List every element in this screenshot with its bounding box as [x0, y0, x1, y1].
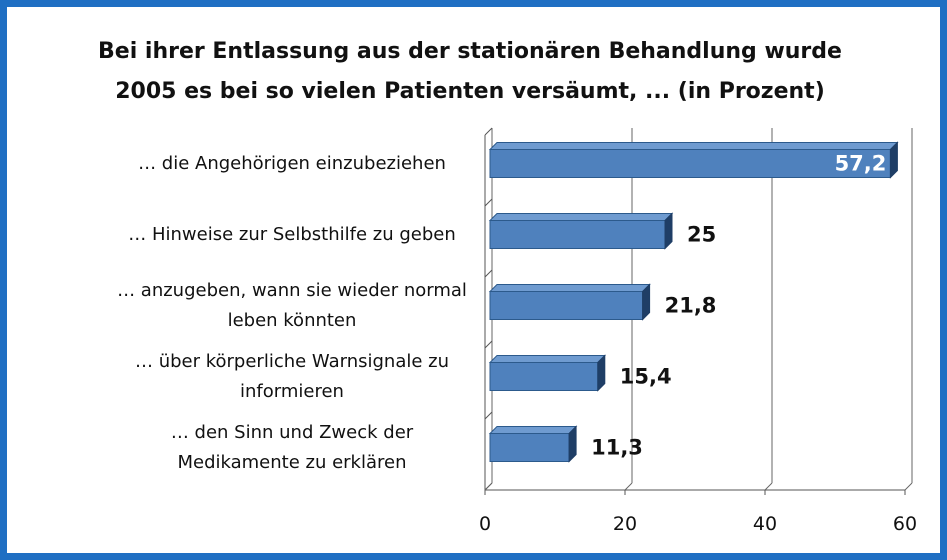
bar-side: [597, 354, 606, 392]
tick-mark: [484, 127, 493, 136]
bar-top: [488, 284, 651, 292]
y-tick-label: … den Sinn und Zweck der Medikamente zu …: [170, 421, 414, 473]
grid-line: [764, 482, 773, 491]
bar-side: [889, 141, 898, 179]
bar-side: [664, 212, 673, 250]
data-label: 25: [687, 223, 716, 247]
data-label: 21,8: [665, 294, 717, 318]
bar-side: [642, 283, 651, 321]
data-label: 57,2: [835, 152, 887, 176]
y-tick-label: … über körperliche Warnsignale zu inform…: [134, 350, 449, 402]
bar: [489, 291, 644, 320]
x-tick-label: 60: [893, 513, 917, 535]
data-label: 15,4: [620, 365, 672, 389]
bar-top: [488, 355, 607, 363]
y-tick-label: … die Angehörigen einzubeziehen: [138, 152, 446, 174]
tick-mark: [484, 198, 493, 207]
y-tick-label: … anzugeben, wann sie wieder normal lebe…: [117, 279, 467, 331]
y-tick-label: … Hinweise zur Selbsthilfe zu geben: [128, 223, 456, 245]
bar: [489, 220, 666, 249]
chart-title: Bei ihrer Entlassung aus der stationären…: [98, 39, 842, 104]
tick-mark: [484, 411, 493, 420]
bar-top: [488, 426, 578, 434]
bar-side: [568, 425, 577, 463]
tick-mark: [484, 340, 493, 349]
x-tick-label: 40: [753, 513, 777, 535]
x-tick-label: 20: [613, 513, 637, 535]
bar-top: [488, 213, 674, 221]
bar-top: [488, 142, 899, 150]
data-label: 11,3: [591, 436, 643, 460]
x-tick-label: 0: [479, 513, 491, 535]
bar: [489, 433, 570, 462]
tick-mark: [484, 269, 493, 278]
bar: [489, 149, 891, 178]
grid-line: [624, 482, 633, 491]
grid-line: [484, 482, 493, 491]
bar: [489, 362, 599, 391]
grid-line: [904, 482, 913, 491]
